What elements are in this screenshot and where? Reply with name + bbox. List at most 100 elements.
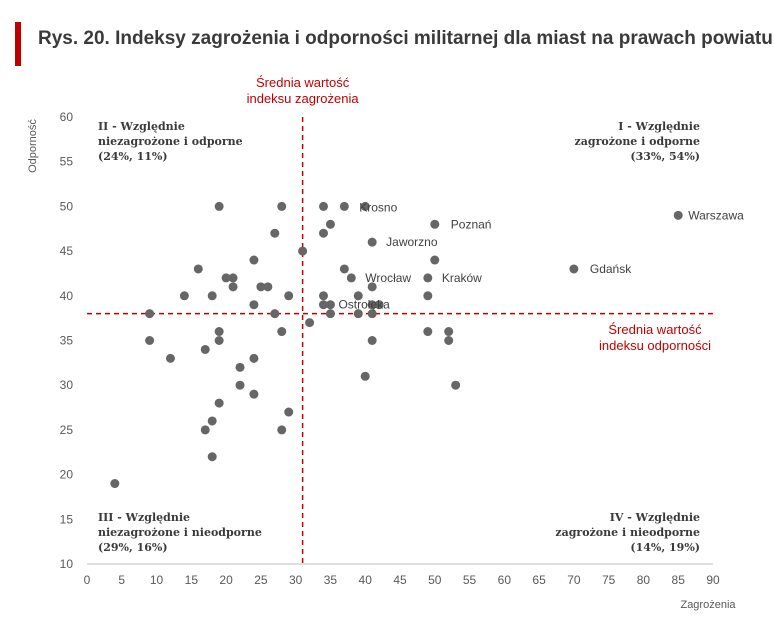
y-tick-label: 40	[60, 289, 74, 303]
x-tick-label: 5	[118, 573, 125, 587]
data-point	[221, 273, 231, 283]
data-point	[214, 201, 224, 211]
y-axis-label: Odporność	[27, 119, 39, 173]
point-label: Poznań	[451, 217, 492, 231]
y-tick-label: 35	[60, 334, 74, 348]
data-point	[214, 336, 224, 345]
axes: 0 5 10 15 20 25 30 35 40 45 50 55 60 65 70 75 80 85 90 10 15…	[27, 110, 736, 611]
x-tick-label: 60	[498, 573, 512, 587]
data-point	[325, 300, 335, 310]
point-label: Gdańsk	[590, 262, 632, 276]
data-point	[235, 380, 245, 390]
data-point	[200, 344, 210, 354]
quadrant-label-iii: niezagrożone i nieodporne	[98, 526, 262, 539]
data-point	[339, 201, 349, 211]
quadrant-label-i: zagrożone i odporne	[575, 135, 700, 148]
data-point	[110, 479, 120, 489]
x-tick-label: 20	[219, 573, 233, 587]
data-points	[110, 201, 683, 489]
title-accent-bar	[15, 22, 21, 66]
data-point	[249, 353, 259, 363]
data-point	[263, 282, 273, 292]
data-point	[228, 282, 238, 292]
x-tick-label: 35	[324, 573, 338, 587]
quadrant-label-iii: (29%, 16%)	[98, 541, 168, 554]
x-tick-label: 90	[706, 573, 720, 587]
y-tick-label: 10	[60, 557, 74, 571]
x-tick-label: 30	[289, 573, 303, 587]
data-point	[325, 219, 335, 229]
data-point	[207, 452, 217, 462]
x-tick-label: 75	[602, 573, 616, 587]
quadrant-label-ii: II - Względnie	[98, 120, 185, 133]
data-point	[249, 255, 259, 265]
data-point	[346, 273, 356, 283]
data-point	[423, 273, 433, 283]
x-tick-label: 80	[637, 573, 651, 587]
data-point	[673, 210, 683, 220]
data-point	[318, 300, 328, 310]
data-point	[360, 371, 370, 381]
x-tick-label: 10	[150, 573, 164, 587]
y-tick-label: 45	[60, 244, 74, 258]
data-point	[270, 309, 280, 319]
data-point	[353, 309, 363, 319]
data-point	[214, 327, 224, 337]
x-tick-label: 40	[359, 573, 373, 587]
point-label: Krosno	[359, 200, 397, 214]
y-tick-label: 60	[60, 110, 74, 124]
chart-title: Rys. 20. Indeksy zagrożenia i odporności…	[38, 28, 773, 49]
point-label: Jaworzno	[386, 235, 438, 249]
data-point	[569, 264, 579, 274]
x-axis-label: Zagrożenia	[680, 599, 736, 611]
data-point	[339, 264, 349, 274]
point-label: Kraków	[442, 271, 482, 285]
data-point	[256, 282, 266, 292]
mean-x-label: indeksu zagrożenia	[247, 91, 360, 106]
x-tick-label: 55	[463, 573, 477, 587]
x-tick-label: 65	[532, 573, 546, 587]
data-point	[277, 327, 287, 337]
data-point	[249, 389, 259, 399]
data-point	[325, 309, 335, 319]
mean-lines	[87, 117, 713, 564]
quadrant-label-ii: niezagrożone i odporne	[98, 135, 243, 148]
data-point	[193, 264, 203, 274]
quadrant-labels: II - Względnie niezagrożone i odporne (24%…	[98, 120, 700, 554]
point-labels: Krosno Poznań Jaworzno Warszawa Gdańsk Wrocła…	[338, 200, 744, 311]
data-point	[249, 300, 259, 310]
x-tick-label: 85	[672, 573, 686, 587]
data-point	[367, 336, 377, 345]
data-point	[277, 201, 287, 211]
y-tick-label: 20	[60, 468, 74, 482]
data-point	[270, 228, 280, 238]
data-point	[444, 336, 454, 345]
data-point	[207, 416, 217, 426]
data-point	[145, 336, 155, 345]
data-point	[305, 318, 315, 328]
data-point	[318, 201, 328, 211]
data-point	[318, 291, 328, 301]
data-point	[430, 219, 440, 229]
x-tick-label: 50	[428, 573, 442, 587]
quadrant-label-i: (33%, 54%)	[630, 150, 700, 163]
data-point	[200, 425, 210, 435]
data-point	[235, 362, 245, 372]
data-point	[367, 237, 377, 247]
quadrant-label-i: I - Względnie	[618, 120, 700, 133]
mean-y-label: indeksu odporności	[599, 338, 711, 353]
mean-y-label: Średnia wartość	[608, 322, 702, 337]
x-tick-label: 45	[393, 573, 407, 587]
y-tick-label: 15	[60, 512, 74, 526]
point-label: Wrocław	[365, 271, 411, 285]
data-point	[298, 246, 308, 256]
data-point	[367, 300, 377, 310]
quadrant-label-iv: zagrożone i nieodporne	[555, 526, 700, 539]
point-label: Warszawa	[688, 208, 744, 222]
quadrant-label-iii: III - Względnie	[98, 511, 190, 524]
quadrant-label-iv: (14%, 19%)	[630, 541, 700, 554]
x-tick-label: 15	[185, 573, 199, 587]
data-point	[284, 291, 294, 301]
